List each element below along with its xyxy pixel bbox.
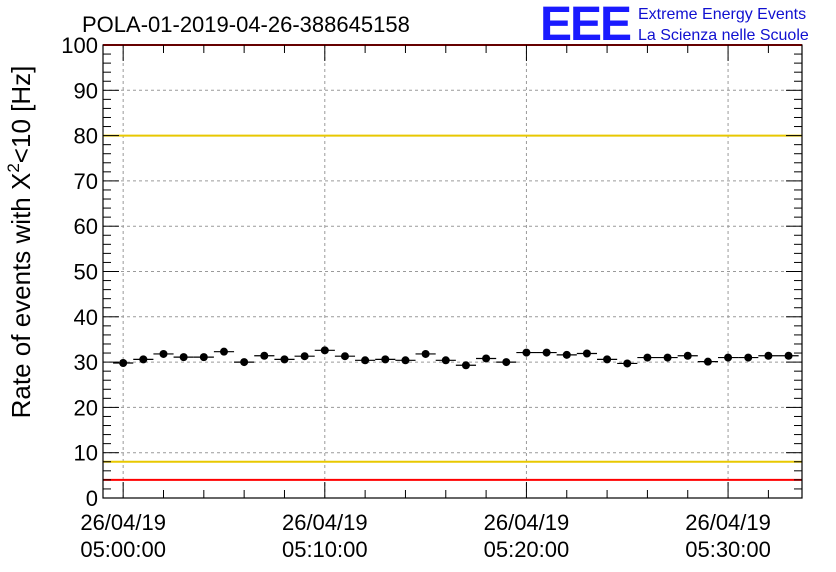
data-point-marker [744, 353, 753, 362]
data-point-marker [482, 354, 491, 363]
data-point [617, 359, 638, 368]
data-point-marker [764, 351, 773, 360]
data-point [415, 349, 436, 358]
data-point [496, 358, 517, 367]
data-point [254, 351, 275, 360]
data-point-marker [461, 361, 470, 370]
points-layer [113, 346, 799, 370]
data-point-marker [582, 349, 591, 358]
data-point [234, 358, 255, 367]
data-point-marker [280, 355, 289, 364]
y-tick-label: 70 [74, 169, 98, 194]
y-tick-label: 20 [74, 395, 98, 420]
data-point-marker [139, 355, 148, 364]
data-point [334, 352, 356, 361]
data-point-marker [119, 359, 128, 368]
data-point-marker [240, 358, 249, 367]
data-point [314, 346, 335, 355]
eee-logo: EEE Extreme Energy Events La Scienza nel… [540, 0, 809, 51]
grid-layer [103, 45, 802, 498]
data-point [536, 348, 557, 357]
logo-letters: EEE [540, 0, 631, 51]
data-point [738, 353, 759, 362]
y-tick-label: 50 [74, 260, 98, 285]
data-point-marker [441, 356, 450, 365]
data-point [677, 351, 698, 360]
data-point-marker [663, 353, 672, 362]
data-point-marker [421, 349, 430, 358]
data-point [173, 353, 194, 362]
y-tick-label: 90 [74, 78, 98, 103]
data-point-marker [643, 353, 652, 362]
data-point [133, 355, 154, 364]
data-point-marker [381, 355, 390, 364]
data-point [717, 353, 739, 362]
data-point-marker [401, 356, 410, 365]
logo-line-2: La Scienza nelle Scuole [638, 27, 809, 44]
data-point [274, 355, 295, 364]
data-point [778, 351, 799, 360]
data-point-marker [300, 352, 309, 361]
data-point-marker [603, 355, 612, 364]
data-point [697, 357, 718, 366]
data-point-marker [522, 348, 531, 357]
y-tick-label: 60 [74, 214, 98, 239]
data-point-marker [683, 351, 692, 360]
data-point-marker [179, 353, 188, 362]
x-tick-label-time: 05:30:00 [685, 537, 771, 562]
threshold-layer [103, 44, 802, 481]
data-point [455, 361, 477, 370]
data-point [576, 349, 598, 358]
ticks-layer: 010203040506070809010026/04/1905:00:0026… [61, 33, 802, 562]
data-point [193, 353, 214, 362]
data-point [395, 356, 416, 365]
data-point-marker [542, 348, 551, 357]
data-point [355, 356, 376, 365]
data-point [294, 352, 315, 361]
y-tick-label: 80 [74, 124, 98, 149]
data-point [597, 355, 618, 364]
data-point [375, 355, 396, 364]
y-axis-label: Rate of events with X2<10 [Hz] [4, 66, 36, 419]
data-point [476, 354, 497, 363]
data-point-marker [703, 357, 712, 366]
data-point-marker [724, 353, 733, 362]
x-tick-label-date: 26/04/19 [282, 510, 368, 535]
data-point [153, 349, 174, 358]
data-point-marker [361, 356, 370, 365]
x-tick-label-time: 05:00:00 [80, 537, 166, 562]
y-tick-label: 30 [74, 350, 98, 375]
data-point-marker [340, 352, 349, 361]
logo-line-1: Extreme Energy Events [638, 6, 806, 23]
data-point-marker [320, 346, 329, 355]
y-tick-label: 10 [74, 441, 98, 466]
data-point-marker [562, 350, 571, 359]
data-point-marker [199, 353, 208, 362]
x-tick-label-time: 05:10:00 [282, 537, 368, 562]
data-point-marker [219, 347, 228, 356]
data-point [657, 353, 678, 362]
data-point-marker [623, 359, 632, 368]
data-point-marker [502, 358, 511, 367]
x-tick-label-date: 26/04/19 [484, 510, 570, 535]
data-point [556, 350, 577, 359]
data-point [637, 353, 658, 362]
data-point [113, 359, 134, 368]
data-point [516, 348, 537, 357]
data-point [758, 351, 779, 360]
y-tick-label: 0 [86, 486, 98, 511]
x-tick-label-date: 26/04/19 [80, 510, 166, 535]
data-point-marker [260, 351, 269, 360]
data-point-marker [784, 351, 793, 360]
y-tick-label: 40 [74, 305, 98, 330]
data-point-marker [159, 349, 168, 358]
x-tick-label-time: 05:20:00 [484, 537, 570, 562]
y-tick-label: 100 [61, 33, 98, 58]
x-tick-label-date: 26/04/19 [685, 510, 771, 535]
data-point [213, 347, 235, 356]
chart-title: POLA-01-2019-04-26-388645158 [82, 12, 410, 37]
data-point [435, 356, 456, 365]
